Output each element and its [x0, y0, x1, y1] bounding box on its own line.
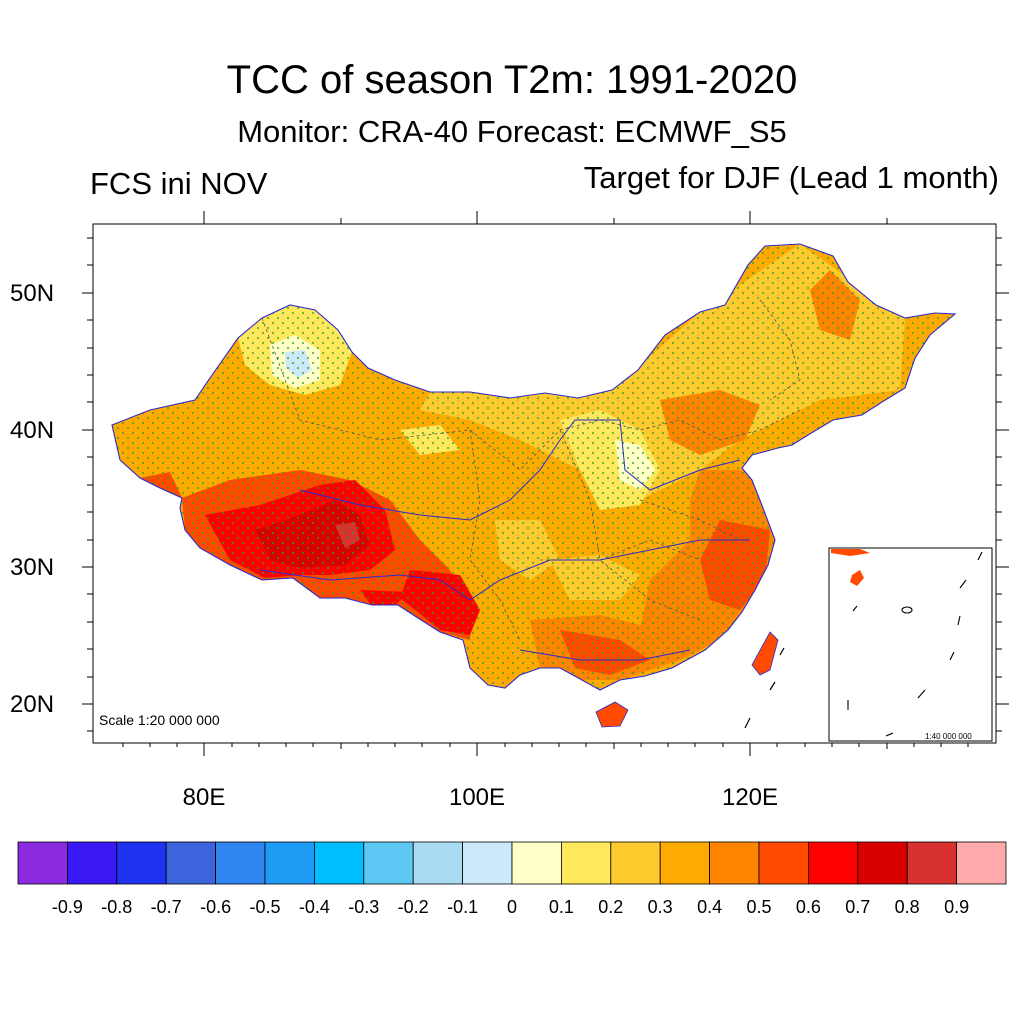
hainan-island [595, 701, 629, 728]
colorbar-box [956, 841, 1007, 885]
lat-ticks [82, 237, 1009, 732]
inset-dashes [847, 551, 983, 737]
colorbar-label: 0.8 [894, 897, 920, 917]
colorbar-label: 0.2 [598, 897, 624, 917]
colorbar-box [215, 841, 266, 885]
colorbar-label: -0.1 [447, 897, 479, 917]
chart-subtitle: Monitor: CRA-40 Forecast: ECMWF_S5 [237, 114, 787, 149]
colorbar-box [313, 841, 365, 885]
colorbar-label: 0 [506, 897, 517, 917]
colorbar-box [758, 841, 809, 885]
colorbar-label: 0.4 [697, 897, 723, 917]
lat-label-50: 50N [10, 280, 55, 307]
colorbar-box [264, 841, 315, 885]
colorbar-label: -0.4 [298, 897, 330, 917]
colorbar-box [412, 841, 464, 885]
colorbar-label: 0.7 [845, 897, 871, 917]
lon-label-120: 120E [721, 784, 779, 811]
colorbar-label: 0.6 [795, 897, 821, 917]
colorbar-box [906, 841, 958, 885]
lat-label-40: 40N [10, 417, 55, 444]
colorbar-box [462, 841, 513, 885]
colorbar-box [857, 841, 908, 885]
colorbar-box [165, 841, 216, 885]
colorbar-label: -0.7 [150, 897, 182, 917]
colorbar-label: 0.1 [548, 897, 574, 917]
colorbar-box [17, 841, 68, 885]
colorbar-box [116, 841, 167, 885]
colorbar [17, 841, 1007, 885]
colorbar-box [363, 841, 414, 885]
colorbar-label: 0.3 [647, 897, 673, 917]
rivers [259, 419, 750, 661]
colorbar-label: 0.9 [944, 897, 970, 917]
target-label: Target for DJF (Lead 1 month) [583, 160, 999, 195]
lon-label-80: 80E [182, 784, 226, 811]
colorbar-label: -0.2 [397, 897, 429, 917]
inset-scale-label: 1:40 000 000 [925, 732, 972, 741]
lon-label-100: 100E [448, 784, 506, 811]
colorbar-box [808, 841, 859, 885]
lat-label-30: 30N [10, 554, 55, 581]
colorbar-label: 0.5 [746, 897, 772, 917]
taiwan-island [751, 631, 779, 676]
colorbar-box [67, 841, 118, 885]
colorbar-label: -0.5 [249, 897, 281, 917]
sea-islands [744, 647, 785, 729]
colorbar-box [709, 841, 760, 885]
lat-label-20: 20N [10, 691, 55, 718]
init-label: FCS ini NOV [90, 166, 268, 201]
colorbar-label: -0.8 [101, 897, 133, 917]
chart-title: TCC of season T2m: 1991-2020 [226, 58, 798, 102]
colorbar-label: -0.9 [51, 897, 83, 917]
colorbar-box [610, 841, 661, 885]
colorbar-box [511, 841, 562, 885]
colorbar-box [561, 841, 612, 885]
lon-ticks [122, 211, 969, 756]
colorbar-label: -0.6 [200, 897, 232, 917]
province-borders [261, 299, 801, 641]
colorbar-box [659, 841, 711, 885]
colorbar-label: -0.3 [348, 897, 380, 917]
main-scale-label: Scale 1:20 000 000 [99, 712, 220, 728]
